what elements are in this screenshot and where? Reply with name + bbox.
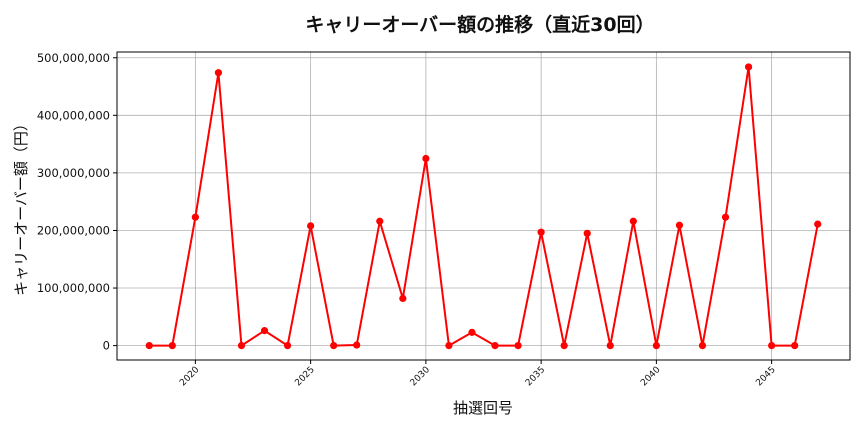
y-axis-ticks: 0 100,000,000 200,000,000 300,000,000 400,00… — [37, 51, 117, 353]
data-points — [145, 63, 822, 350]
data-point — [606, 342, 614, 350]
chart-title: キャリーオーバー額の推移（直近30回） — [305, 13, 654, 36]
data-point — [560, 342, 568, 350]
data-point — [376, 217, 384, 225]
x-axis-ticks: 2020 2025 2030 2035 2040 2045 — [178, 360, 778, 388]
data-point — [629, 217, 637, 225]
data-point — [260, 327, 269, 335]
data-point — [168, 342, 176, 350]
data-point — [721, 213, 730, 221]
data-point — [537, 228, 545, 236]
data-point — [330, 342, 338, 350]
x-tick-label: 2025 — [293, 365, 316, 388]
y-tick-label: 400,000,000 — [37, 108, 110, 122]
y-axis-label: キャリーオーバー額（円） — [12, 116, 30, 296]
y-tick-label: 300,000,000 — [37, 166, 110, 180]
data-point — [307, 222, 315, 230]
data-point — [399, 294, 407, 302]
y-tick-label: 500,000,000 — [37, 51, 110, 65]
data-point — [514, 342, 522, 350]
data-point — [445, 342, 453, 350]
plot-area-frame — [116, 51, 851, 361]
data-point — [583, 229, 591, 237]
y-tick-label: 0 — [103, 339, 110, 353]
data-point — [468, 328, 476, 336]
data-point — [814, 220, 822, 228]
x-tick-label: 2040 — [639, 365, 662, 388]
x-axis-label: 抽選回号 — [453, 399, 513, 417]
data-point — [214, 69, 223, 77]
data-point — [675, 221, 684, 229]
x-tick-label: 2035 — [524, 365, 547, 388]
data-point — [145, 342, 153, 350]
x-tick-label: 2020 — [178, 365, 201, 388]
data-point — [491, 342, 499, 350]
y-tick-label: 200,000,000 — [37, 223, 110, 237]
data-point — [353, 341, 361, 349]
data-point — [652, 342, 660, 350]
data-point — [768, 342, 776, 350]
data-point — [191, 213, 199, 221]
data-point — [237, 342, 246, 350]
y-tick-label: 100,000,000 — [37, 281, 110, 295]
grid-lines — [117, 52, 850, 360]
data-point — [791, 342, 799, 350]
data-point — [283, 342, 292, 350]
data-point — [698, 342, 707, 350]
x-tick-label: 2045 — [754, 365, 777, 388]
x-tick-label: 2030 — [409, 365, 432, 388]
series-line — [149, 66, 819, 348]
data-point — [744, 63, 753, 71]
data-point — [422, 154, 430, 163]
